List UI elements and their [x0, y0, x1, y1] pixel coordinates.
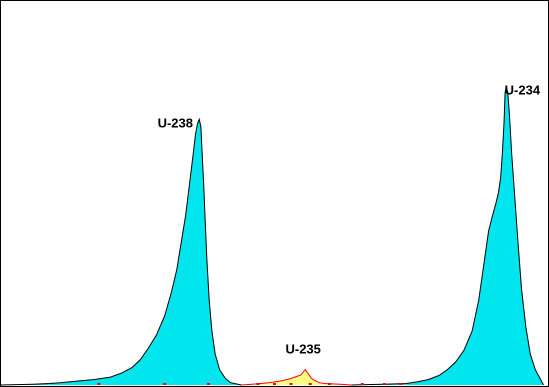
peak-u234-outline — [351, 86, 544, 386]
baseline-noise-mark — [289, 383, 293, 385]
peak-label-u-238: U-238 — [158, 115, 193, 130]
peak-label-u-235: U-235 — [285, 342, 320, 357]
peak-u235-area — [241, 369, 352, 385]
peak-u238-area — [0, 119, 242, 386]
baseline-noise-mark — [327, 383, 331, 385]
baseline-noise-mark — [256, 383, 260, 385]
baseline-noise-mark — [360, 383, 364, 385]
peak-u238-outline — [0, 117, 242, 386]
baseline-noise-mark — [97, 383, 101, 385]
peak-u235-outline — [241, 368, 352, 386]
peak-u234-area — [351, 86, 544, 385]
peaks-layer — [0, 86, 544, 386]
baseline-noise-mark — [273, 383, 276, 385]
baseline-noise-mark — [399, 383, 403, 385]
baseline-noise-mark — [308, 383, 312, 385]
baseline-noise-mark — [163, 383, 167, 385]
labels-layer: U-238 U-235 U-234 — [158, 83, 541, 357]
baseline-noise-mark — [207, 383, 211, 385]
peak-label-u-234: U-234 — [505, 83, 541, 98]
baseline-noise-mark — [382, 383, 386, 385]
